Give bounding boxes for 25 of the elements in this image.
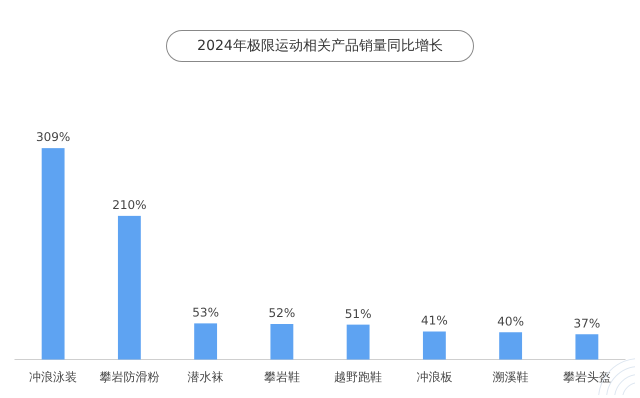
data-label: 309% — [36, 130, 70, 144]
bar — [422, 332, 446, 360]
x-tick-label: 攀岩鞋 — [264, 370, 300, 384]
bar — [42, 148, 65, 360]
bar — [118, 216, 141, 360]
data-label: 37% — [574, 316, 600, 330]
data-label: 52% — [268, 306, 296, 320]
x-tick-label: 冲浪泳装 — [29, 370, 78, 384]
x-tick-label: 潜水袜 — [188, 370, 224, 384]
x-tick-label: 越野跑鞋 — [334, 370, 382, 384]
bar — [346, 324, 370, 360]
chart-title: 2024年极限运动相关产品销量同比增长 — [166, 30, 474, 62]
data-label: 53% — [192, 305, 219, 320]
x-tick-label: 攀岩头盔 — [562, 370, 611, 384]
bar — [499, 332, 522, 360]
bar — [575, 334, 598, 360]
bar — [194, 323, 218, 360]
data-label: 51% — [344, 306, 372, 321]
x-tick-label: 攀岩防滑粉 — [99, 370, 160, 384]
data-label: 41% — [421, 314, 448, 328]
x-tick-label: 冲浪板 — [416, 370, 452, 384]
x-tick-label: 溯溪鞋 — [492, 370, 529, 384]
bar — [270, 324, 294, 360]
data-label: 40% — [497, 314, 524, 328]
data-label: 210% — [112, 198, 147, 212]
